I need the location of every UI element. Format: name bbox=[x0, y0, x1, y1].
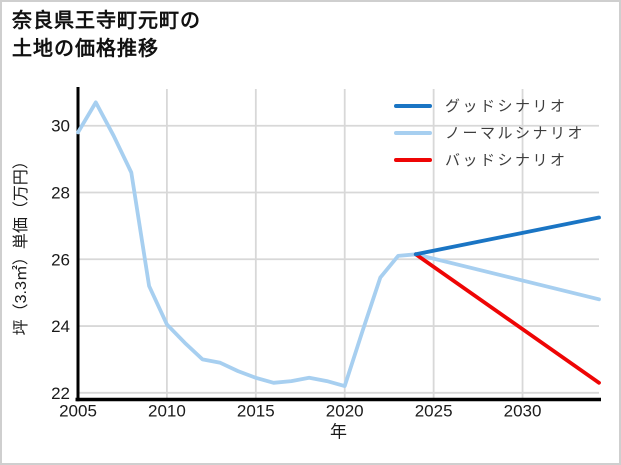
legend-label: グッドシナリオ bbox=[445, 98, 568, 115]
series-line-history bbox=[76, 100, 418, 389]
chart-legend: グッドシナリオ ノーマルシナリオ バッドシナリオ bbox=[394, 92, 585, 173]
x-tick-label: 2005 bbox=[59, 402, 97, 421]
good-scenario-line-swatch bbox=[394, 103, 432, 108]
legend-label: ノーマルシナリオ bbox=[445, 125, 586, 142]
x-axis-label: 年 bbox=[330, 423, 347, 442]
y-tick-label: 30 bbox=[51, 117, 70, 136]
x-tick-label: 2025 bbox=[415, 402, 453, 421]
chart-title-line1: 奈良県王寺町元町の bbox=[12, 10, 201, 32]
x-tick-label: 2030 bbox=[504, 402, 542, 421]
legend-item-bad-scenario: バッドシナリオ bbox=[394, 146, 585, 173]
series-line-bad-scenario bbox=[413, 252, 601, 385]
legend-item-normal-scenario: ノーマルシナリオ bbox=[394, 119, 585, 146]
x-tick-label: 2015 bbox=[237, 402, 275, 421]
legend-label: バッドシナリオ bbox=[445, 152, 568, 169]
y-tick-label: 24 bbox=[51, 317, 70, 336]
legend-item-good-scenario: グッドシナリオ bbox=[394, 92, 585, 119]
y-tick-label: 22 bbox=[51, 384, 70, 403]
normal-scenario-line-swatch bbox=[394, 130, 432, 135]
x-tick-label: 2010 bbox=[148, 402, 186, 421]
y-tick-label: 26 bbox=[51, 250, 70, 269]
x-tick-label: 2020 bbox=[326, 402, 364, 421]
series-line-good-scenario bbox=[413, 215, 601, 257]
chart-title-line2: 土地の価格推移 bbox=[12, 37, 159, 60]
y-axis-label: 坪（3.3㎡）単価（万円） bbox=[12, 153, 30, 335]
bad-scenario-line-swatch bbox=[394, 157, 432, 162]
chart-title: 奈良県王寺町元町の 土地の価格推移 bbox=[12, 8, 201, 63]
y-tick-label: 28 bbox=[51, 184, 70, 203]
series-line-normal-scenario bbox=[413, 252, 601, 302]
